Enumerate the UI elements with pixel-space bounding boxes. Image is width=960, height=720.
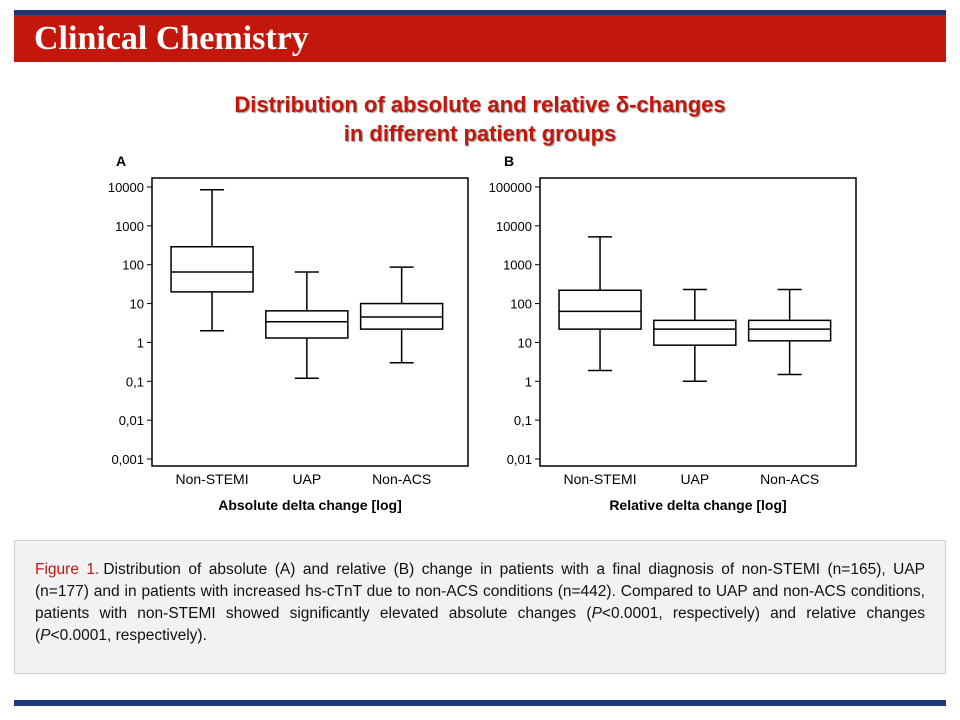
caption-text: <0.0001, respectively) and relative chan… — [35, 605, 926, 644]
top-rule — [14, 10, 946, 15]
y-tick-label: 1 — [525, 374, 532, 389]
caption-text: <0.0001, respectively). — [50, 627, 207, 644]
y-tick-label: 10 — [130, 297, 144, 312]
x-tick-label: UAP — [680, 471, 709, 487]
y-tick-label: 1 — [137, 335, 144, 350]
y-tick-label: 0,001 — [111, 452, 144, 467]
charts: Distribution of absolute and relative δ-… — [108, 92, 857, 513]
caption-label: Figure 1. — [35, 561, 100, 578]
bottom-rule — [14, 700, 946, 706]
y-tick-label: 100 — [510, 297, 532, 312]
box — [170, 245, 254, 293]
caption-text: Distribution of absolute (A) and relativ… — [35, 561, 926, 622]
box — [747, 319, 832, 342]
x-tick-label: UAP — [292, 471, 321, 487]
y-tick-label: 10000 — [496, 219, 532, 234]
y-tick-label: 1000 — [115, 219, 144, 234]
panel-label: A — [116, 153, 126, 169]
caption-italic: P — [591, 605, 602, 622]
y-tick-label: 100 — [122, 258, 144, 273]
x-tick-label: Non-STEMI — [175, 471, 248, 487]
x-tick-label: Non-ACS — [372, 471, 431, 487]
y-tick-label: 0,01 — [119, 413, 144, 428]
box — [558, 289, 642, 330]
box — [653, 319, 737, 346]
y-tick-label: 1000 — [503, 258, 532, 273]
y-tick-label: 0,01 — [507, 452, 532, 467]
header-title: Clinical Chemistry — [34, 20, 309, 57]
box — [265, 310, 349, 339]
y-tick-label: 10 — [518, 335, 532, 350]
chart-title: in different patient groups — [344, 121, 617, 146]
chart-title: Distribution of absolute and relative δ-… — [234, 92, 725, 117]
x-axis-label: Relative delta change [log] — [609, 497, 786, 513]
caption: Figure 1. Distribution of absolute (A) an… — [14, 540, 946, 674]
y-tick-label: 10000 — [108, 180, 144, 195]
x-tick-label: Non-STEMI — [563, 471, 636, 487]
caption-italic: P — [40, 627, 51, 644]
header-band: Clinical Chemistry — [14, 15, 946, 62]
y-tick-label: 0,1 — [126, 374, 144, 389]
x-axis-label: Absolute delta change [log] — [218, 497, 402, 513]
plot-frame — [151, 177, 469, 467]
panel-label: B — [504, 153, 514, 169]
plot-frame — [539, 177, 857, 467]
x-tick-label: Non-ACS — [760, 471, 819, 487]
y-tick-label: 100000 — [489, 180, 532, 195]
y-tick-label: 0,1 — [514, 413, 532, 428]
